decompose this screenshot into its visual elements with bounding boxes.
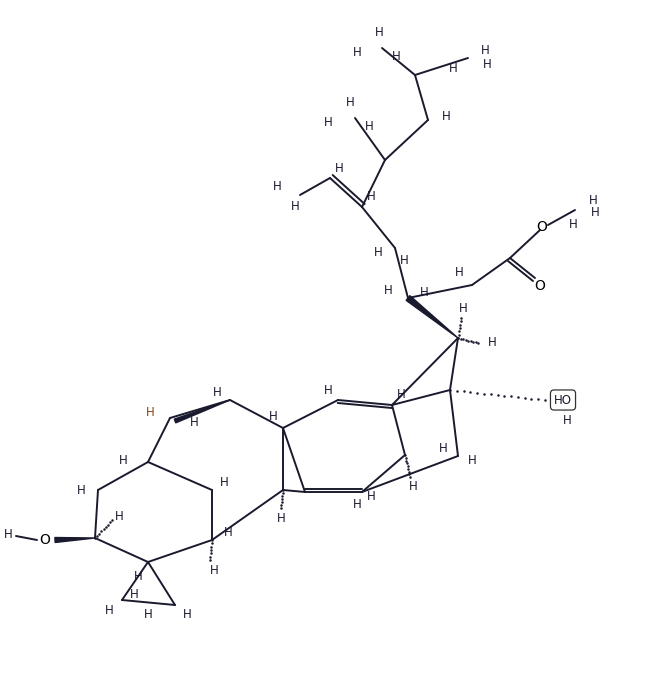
Text: O: O — [537, 220, 547, 234]
Text: HO: HO — [554, 393, 572, 406]
Text: H: H — [346, 96, 355, 109]
Text: O: O — [535, 279, 545, 293]
Text: H: H — [384, 283, 393, 296]
Text: H: H — [213, 385, 222, 398]
Text: H: H — [335, 161, 344, 174]
Polygon shape — [174, 400, 230, 423]
Text: H: H — [277, 512, 286, 525]
Text: H: H — [420, 286, 429, 300]
Polygon shape — [406, 296, 458, 338]
Text: H: H — [459, 301, 467, 314]
Text: H: H — [488, 337, 497, 350]
Text: H: H — [468, 454, 477, 467]
Text: H: H — [269, 410, 278, 423]
Text: H: H — [3, 527, 13, 540]
Text: H: H — [183, 609, 192, 622]
Text: H: H — [106, 604, 114, 617]
Text: H: H — [397, 389, 406, 402]
Text: H: H — [146, 406, 155, 419]
Text: H: H — [115, 510, 124, 522]
Text: H: H — [367, 490, 376, 503]
Text: H: H — [143, 607, 152, 620]
Text: H: H — [392, 49, 401, 63]
Text: H: H — [291, 201, 299, 214]
Text: H: H — [324, 115, 333, 128]
Text: H: H — [210, 563, 218, 576]
Text: H: H — [274, 180, 282, 193]
Text: H: H — [440, 441, 448, 454]
Text: H: H — [353, 46, 362, 59]
Text: H: H — [568, 217, 578, 230]
Text: H: H — [450, 61, 458, 74]
Text: H: H — [367, 191, 376, 204]
Text: H: H — [190, 417, 199, 430]
Text: H: H — [374, 247, 383, 260]
Text: H: H — [408, 481, 418, 494]
Text: H: H — [591, 206, 600, 219]
Text: H: H — [400, 253, 409, 266]
Text: H: H — [77, 484, 86, 497]
Text: H: H — [134, 570, 143, 583]
Text: H: H — [365, 120, 374, 133]
Text: H: H — [456, 266, 464, 279]
Text: H: H — [224, 525, 233, 538]
Text: H: H — [324, 383, 333, 397]
Text: H: H — [481, 44, 490, 57]
Text: H: H — [374, 27, 383, 40]
Text: H: H — [442, 109, 451, 122]
Text: O: O — [40, 533, 50, 547]
Text: H: H — [562, 413, 572, 426]
Text: H: H — [353, 497, 361, 510]
Polygon shape — [55, 538, 95, 542]
Text: H: H — [129, 589, 138, 602]
Text: H: H — [483, 57, 492, 70]
Text: H: H — [589, 193, 598, 206]
Text: H: H — [220, 475, 229, 488]
Text: H: H — [120, 454, 128, 466]
